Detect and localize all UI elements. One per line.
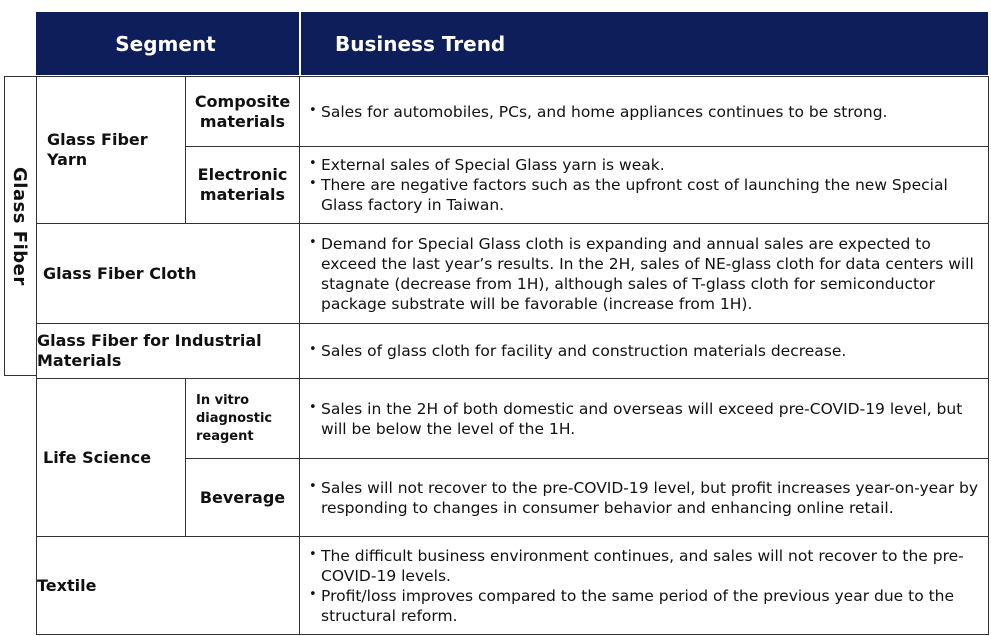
row-divider-life-sub (185, 458, 989, 459)
glass-fiber-group-text: Glass Fiber (9, 166, 30, 286)
trend-bullet: Demand for Special Glass cloth is expand… (308, 233, 986, 314)
subsegment-label: materials (199, 185, 286, 204)
trend-bullet: Profit/loss improves compared to the sam… (308, 585, 986, 626)
glass-fiber-group-label: Glass Fiber (4, 77, 35, 375)
table-border-right (988, 76, 989, 634)
column-divider (299, 76, 300, 634)
table-border-left (36, 76, 37, 634)
subsegment-label: Electronic (197, 165, 288, 184)
row-divider-top (36, 76, 989, 77)
trend-bullet: Sales will not recover to the pre-COVID-… (308, 477, 986, 518)
trend-textile: The difficult business environment conti… (300, 537, 988, 634)
subsegment-label: Beverage (199, 487, 286, 507)
segment-textile: Textile (37, 537, 299, 634)
trend-beverage: Sales will not recover to the pre-COVID-… (300, 459, 988, 536)
trend-bullet: External sales of Special Glass yarn is … (308, 154, 986, 175)
subsegment-label: Composite (194, 91, 291, 111)
row-divider-industrial (36, 323, 989, 324)
business-trend-header: Business Trend (299, 12, 988, 75)
trend-bullet: Sales for automobiles, PCs, and home app… (308, 101, 887, 122)
subsegment-label: reagent (196, 428, 254, 444)
row-divider-bottom (36, 634, 989, 635)
subsegment-electronic-materials: Electronic materials (186, 147, 299, 223)
subsegment-label: diagnostic (196, 410, 273, 426)
subsegment-beverage: Beverage (186, 459, 299, 536)
segment-label: Glass Fiber for Industrial (37, 331, 262, 350)
row-divider-textile (36, 536, 989, 537)
row-divider-cloth (36, 223, 989, 224)
segment-life-science: Life Science (43, 379, 185, 536)
side-group-border-top (4, 76, 36, 77)
row-divider-yarn-sub (185, 146, 989, 147)
segment-header: Segment (36, 12, 299, 75)
trend-bullet: Sales in the 2H of both domestic and ove… (308, 398, 986, 439)
subsegment-composite-materials: Composite materials (186, 77, 299, 146)
segment-glass-fiber-yarn: Glass Fiber Yarn (47, 76, 185, 223)
segment-label: Materials (37, 351, 122, 370)
trend-in-vitro-diagnostic-reagent: Sales in the 2H of both domestic and ove… (300, 379, 988, 458)
side-group-border-left (4, 76, 5, 375)
side-group-border-bottom (4, 375, 36, 376)
trend-bullet: The difficult business environment conti… (308, 545, 986, 586)
trend-glass-fiber-cloth: Demand for Special Glass cloth is expand… (300, 224, 988, 323)
segment-industrial-materials: Glass Fiber for Industrial Materials (37, 324, 299, 378)
subsegment-label: In vitro (196, 392, 250, 408)
segment-label: Glass Fiber Cloth (43, 263, 197, 283)
segment-label: Textile (37, 575, 97, 595)
row-divider-life-science (36, 378, 989, 379)
subsegment-label: materials (199, 111, 286, 131)
trend-bullet: There are negative factors such as the u… (308, 174, 986, 215)
segment-label: Glass Fiber Yarn (47, 129, 148, 169)
trend-electronic-materials: External sales of Special Glass yarn is … (300, 147, 988, 223)
segment-label: Life Science (43, 447, 152, 467)
trend-composite-materials: Sales for automobiles, PCs, and home app… (300, 77, 988, 146)
subsegment-in-vitro-diagnostic-reagent: In vitro diagnostic reagent (196, 379, 299, 458)
business-trend-header-label: Business Trend (335, 31, 506, 56)
yarn-subcolumn-divider (185, 76, 186, 223)
segment-header-label: Segment (115, 31, 216, 56)
segment-glass-fiber-cloth: Glass Fiber Cloth (43, 224, 299, 323)
trend-industrial-materials: Sales of glass cloth for facility and co… (300, 324, 988, 378)
life-science-subcolumn-divider (185, 378, 186, 536)
trend-bullet: Sales of glass cloth for facility and co… (308, 340, 846, 361)
